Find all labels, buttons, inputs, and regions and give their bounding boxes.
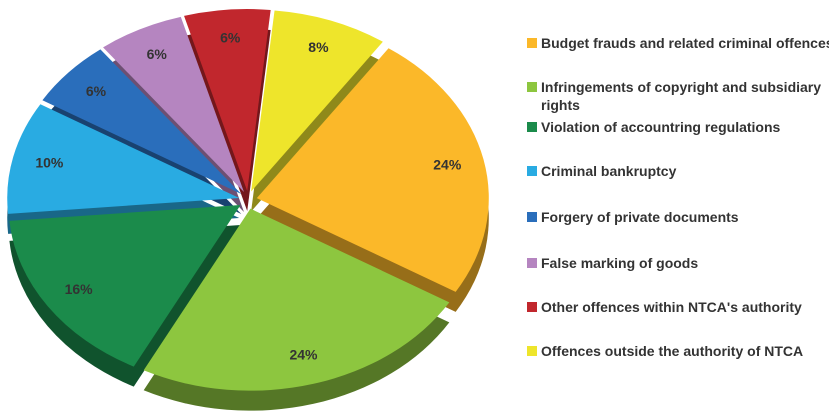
legend-item: Criminal bankruptcy — [527, 162, 829, 180]
data-label: 6% — [147, 46, 168, 62]
slice — [256, 48, 489, 292]
slice — [42, 49, 242, 195]
slice — [7, 104, 240, 214]
legend-swatch — [527, 212, 537, 222]
data-label: 24% — [433, 156, 462, 172]
legend-item: Budget frauds and related criminal offen… — [527, 34, 829, 52]
legend-swatch — [527, 82, 537, 92]
legend-swatch — [527, 38, 537, 48]
legend-swatch — [527, 122, 537, 132]
slice — [9, 205, 241, 367]
slice — [251, 10, 383, 192]
data-label: 10% — [35, 154, 64, 170]
legend-item: False marking of goods — [527, 254, 829, 272]
data-label: 24% — [289, 346, 318, 362]
legend-label: Other offences within NTCA's authority — [541, 299, 802, 315]
data-label: 6% — [86, 83, 107, 99]
slice — [184, 9, 271, 192]
legend-label: False marking of goods — [541, 255, 699, 271]
legend-item: Other offences within NTCA's authority — [527, 298, 829, 316]
legend-swatch — [527, 258, 537, 268]
legend-swatch — [527, 346, 537, 356]
legend-label: Infringements of copyright and subsidiar… — [541, 79, 822, 113]
pie-plot: 24% 24% 16% 10% 6% 6% 6% 8% — [7, 9, 489, 411]
legend-label: Criminal bankruptcy — [541, 163, 677, 179]
legend-label: Forgery of private documents — [541, 209, 739, 225]
legend-label: Offences outside the authority of NTCA — [541, 343, 804, 359]
legend-item: Violation of accountring regulations — [527, 118, 829, 136]
legend-label: Budget frauds and related criminal offen… — [541, 35, 829, 51]
legend-label: Violation of accountring regulations — [541, 119, 781, 135]
legend-swatch — [527, 302, 537, 312]
slice — [143, 208, 450, 391]
data-label: 16% — [65, 281, 94, 297]
data-label: 8% — [308, 39, 329, 55]
legend-item: Offences outside the authority of NTCA — [527, 342, 829, 360]
slice — [103, 16, 244, 192]
legend-item: Forgery of private documents — [527, 208, 829, 226]
legend-item: Infringements of copyright and subsidiar… — [527, 78, 829, 114]
data-label: 6% — [220, 29, 241, 45]
legend-swatch — [527, 166, 537, 176]
